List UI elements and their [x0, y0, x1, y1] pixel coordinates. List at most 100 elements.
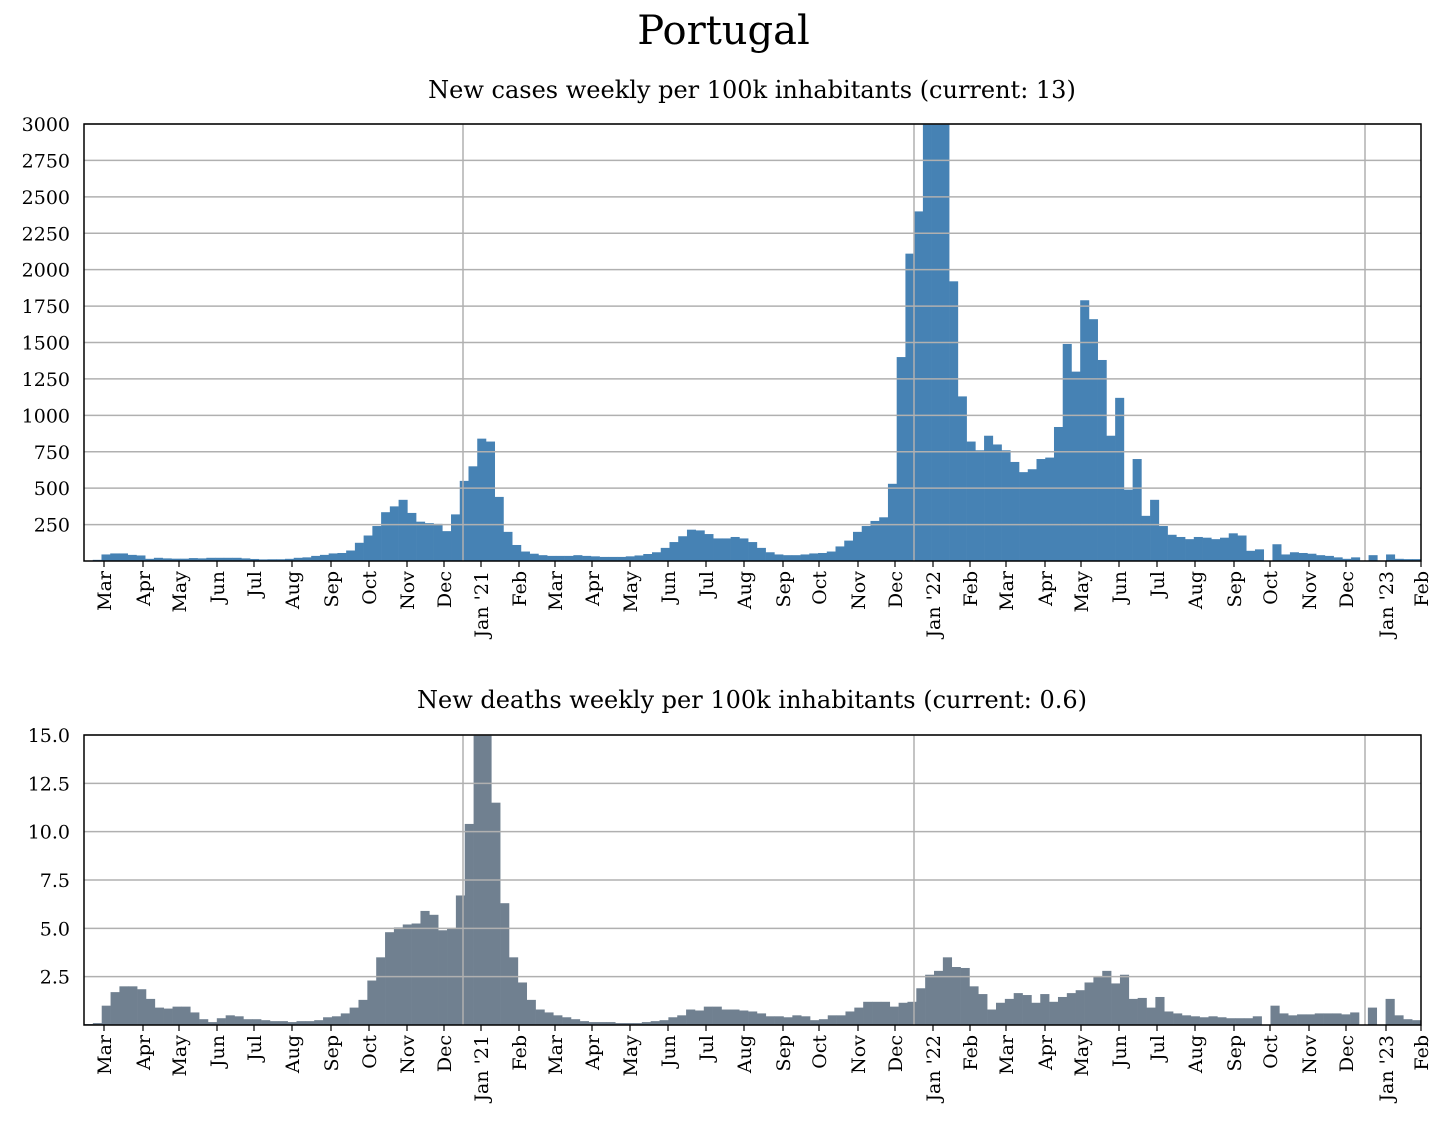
cases-bar	[1272, 544, 1282, 561]
deaths-ytick-label: 5.0	[40, 918, 70, 940]
deaths-bar	[579, 1021, 589, 1025]
cases-bar	[162, 558, 172, 561]
deaths-bar	[942, 957, 953, 1025]
deaths-bar	[1155, 996, 1165, 1025]
cases-bar	[1316, 555, 1326, 561]
cases-bar	[582, 555, 592, 561]
cases-bar	[188, 558, 198, 561]
cases-bar	[346, 550, 356, 561]
cases-xtick-label: Jun	[1109, 571, 1131, 605]
deaths-xtick-label: Apr	[1035, 1034, 1057, 1071]
cases-bar	[870, 520, 880, 561]
cases-ytick-label: 3000	[22, 114, 70, 136]
deaths-xtick-label: Jun	[1109, 1035, 1131, 1069]
cases-bar	[276, 559, 286, 561]
cases-bar	[101, 554, 111, 561]
cases-bar	[512, 544, 522, 561]
deaths-bar	[101, 1005, 111, 1025]
deaths-bar	[951, 967, 961, 1025]
cases-ytick-label: 250	[34, 515, 70, 537]
deaths-xtick-label: Dec	[434, 1035, 456, 1072]
cases-bar	[485, 441, 496, 561]
deaths-bar	[172, 1006, 182, 1025]
cases-bar	[1176, 536, 1186, 561]
cases-bar	[756, 547, 766, 561]
cases-bar	[529, 553, 539, 561]
deaths-bar	[269, 1021, 280, 1025]
cases-xtick-label: Jun	[658, 571, 680, 605]
cases-bar	[494, 496, 504, 561]
cases-ytick-label: 1750	[22, 296, 70, 318]
deaths-bar	[411, 923, 421, 1025]
deaths-bar	[1314, 1013, 1324, 1025]
deaths-xtick-label: Dec	[885, 1035, 907, 1072]
deaths-bar	[925, 974, 935, 1025]
deaths-bar	[1332, 1013, 1342, 1025]
cases-bar	[1141, 515, 1151, 561]
deaths-bar	[402, 924, 412, 1025]
cases-bar	[284, 558, 295, 561]
deaths-bar	[650, 1021, 660, 1025]
deaths-bar	[818, 1019, 829, 1025]
deaths-bar	[128, 986, 138, 1025]
cases-bar	[975, 450, 985, 561]
deaths-bar	[1111, 983, 1121, 1025]
deaths-bar	[739, 1010, 749, 1025]
deaths-bar	[438, 930, 448, 1025]
deaths-bar	[836, 1015, 846, 1025]
deaths-bar	[1412, 1020, 1422, 1025]
deaths-xtick-label: Feb	[1411, 1035, 1433, 1071]
cases-bar	[319, 554, 329, 561]
deaths-bar	[1004, 998, 1014, 1025]
cases-bar	[669, 542, 679, 561]
deaths-xtick-label: Apr	[582, 1034, 604, 1071]
deaths-bar	[624, 1023, 634, 1025]
cases-bar	[136, 555, 146, 561]
deaths-chart-panel: 2.5 5.0 7.5 10.0 12.5 15.0 Mar Apr May Jun Jul Aug S…	[28, 725, 1433, 1104]
cases-bar	[520, 551, 530, 561]
cases-bar	[180, 558, 190, 561]
cases-bars	[84, 124, 1422, 562]
deaths-bar	[305, 1021, 315, 1025]
deaths-bar	[1235, 1018, 1245, 1025]
cases-bar	[1254, 549, 1265, 561]
deaths-bar	[694, 1010, 705, 1025]
deaths-bar	[756, 1013, 767, 1025]
deaths-xtick-label: Jan '23	[1376, 1035, 1398, 1104]
cases-bar	[328, 553, 338, 561]
deaths-bar	[491, 802, 501, 1025]
deaths-bar	[686, 1009, 696, 1025]
cases-bar	[599, 556, 609, 561]
deaths-bar	[199, 1019, 209, 1025]
cases-xtick-label: Oct	[809, 571, 831, 605]
deaths-bar	[916, 988, 926, 1025]
deaths-bar	[801, 1016, 811, 1025]
deaths-bar	[163, 1008, 173, 1025]
deaths-bar	[349, 1007, 359, 1025]
cases-bar	[660, 547, 670, 561]
cases-bar	[459, 480, 469, 561]
deaths-bar	[641, 1022, 651, 1025]
deaths-bar	[331, 1016, 342, 1025]
cases-ytick-label: 750	[34, 442, 70, 464]
deaths-bar	[1013, 993, 1023, 1025]
deaths-bar	[1031, 1002, 1041, 1025]
deaths-bar	[1305, 1014, 1316, 1025]
deaths-bar	[1350, 1012, 1360, 1025]
deaths-bar	[597, 1022, 607, 1025]
deaths-bar	[880, 1001, 891, 1025]
cases-xtick-label: Feb	[1411, 571, 1433, 607]
cases-bar	[1412, 559, 1422, 561]
deaths-bar	[969, 986, 979, 1025]
deaths-bar	[677, 1015, 687, 1025]
deaths-xtick-label: Jan '21	[471, 1035, 493, 1104]
cases-xtick-label: Aug	[282, 571, 304, 610]
deaths-chart-title: New deaths weekly per 100k inhabitants (…	[417, 686, 1087, 714]
cases-bar	[1333, 557, 1343, 561]
cases-bar	[302, 557, 312, 561]
cases-bar	[258, 559, 268, 561]
cases-bar	[826, 551, 836, 561]
cases-bar	[704, 534, 714, 561]
cases-bar	[171, 558, 181, 561]
cases-xtick-label: Nov	[848, 571, 870, 610]
